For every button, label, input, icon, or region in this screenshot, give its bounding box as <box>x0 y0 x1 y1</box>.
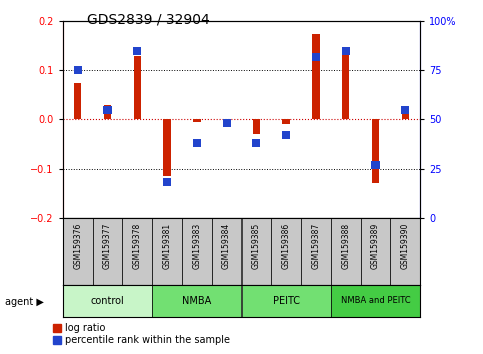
Bar <box>361 218 390 285</box>
Bar <box>212 218 242 285</box>
Bar <box>152 218 182 285</box>
Bar <box>252 139 260 147</box>
Text: NMBA: NMBA <box>182 296 212 306</box>
Text: NMBA and PEITC: NMBA and PEITC <box>341 296 411 306</box>
Bar <box>182 218 212 285</box>
Bar <box>331 285 420 317</box>
Bar <box>152 285 242 317</box>
Text: GSM159390: GSM159390 <box>401 223 410 269</box>
Bar <box>253 119 260 134</box>
Bar <box>104 105 111 119</box>
Bar <box>133 56 141 119</box>
Text: GSM159389: GSM159389 <box>371 223 380 269</box>
Text: GSM159384: GSM159384 <box>222 223 231 269</box>
Bar <box>242 218 271 285</box>
Bar <box>163 119 171 176</box>
Bar <box>93 218 122 285</box>
Bar <box>63 218 93 285</box>
Bar <box>372 119 379 183</box>
Bar <box>401 110 409 119</box>
Bar <box>371 161 380 169</box>
Text: agent ▶: agent ▶ <box>5 297 43 307</box>
Bar <box>223 119 230 124</box>
Bar <box>74 82 82 119</box>
Text: PEITC: PEITC <box>273 296 299 306</box>
Text: GSM159377: GSM159377 <box>103 223 112 269</box>
Bar <box>63 285 152 317</box>
Text: GSM159378: GSM159378 <box>133 223 142 269</box>
Text: GSM159386: GSM159386 <box>282 223 291 269</box>
Text: GSM159385: GSM159385 <box>252 223 261 269</box>
Bar <box>301 218 331 285</box>
Text: control: control <box>91 296 124 306</box>
Bar <box>282 131 290 139</box>
Bar <box>312 34 320 119</box>
Legend: log ratio, percentile rank within the sample: log ratio, percentile rank within the sa… <box>53 324 230 346</box>
Bar <box>390 218 420 285</box>
Bar <box>122 218 152 285</box>
Text: GDS2839 / 32904: GDS2839 / 32904 <box>87 12 210 27</box>
Bar <box>103 106 112 114</box>
Bar <box>133 47 142 55</box>
Bar <box>73 67 82 74</box>
Bar <box>163 178 171 186</box>
Bar <box>342 48 350 119</box>
Bar <box>312 53 320 61</box>
Text: GSM159376: GSM159376 <box>73 223 82 269</box>
Bar <box>193 119 200 122</box>
Text: GSM159383: GSM159383 <box>192 223 201 269</box>
Text: GSM159381: GSM159381 <box>163 223 171 269</box>
Bar <box>242 285 331 317</box>
Bar <box>401 106 410 114</box>
Bar <box>271 218 301 285</box>
Text: GSM159388: GSM159388 <box>341 223 350 269</box>
Bar <box>223 120 231 127</box>
Bar <box>193 139 201 147</box>
Text: GSM159387: GSM159387 <box>312 223 320 269</box>
Bar <box>331 218 361 285</box>
Bar <box>283 119 290 124</box>
Bar <box>341 47 350 55</box>
